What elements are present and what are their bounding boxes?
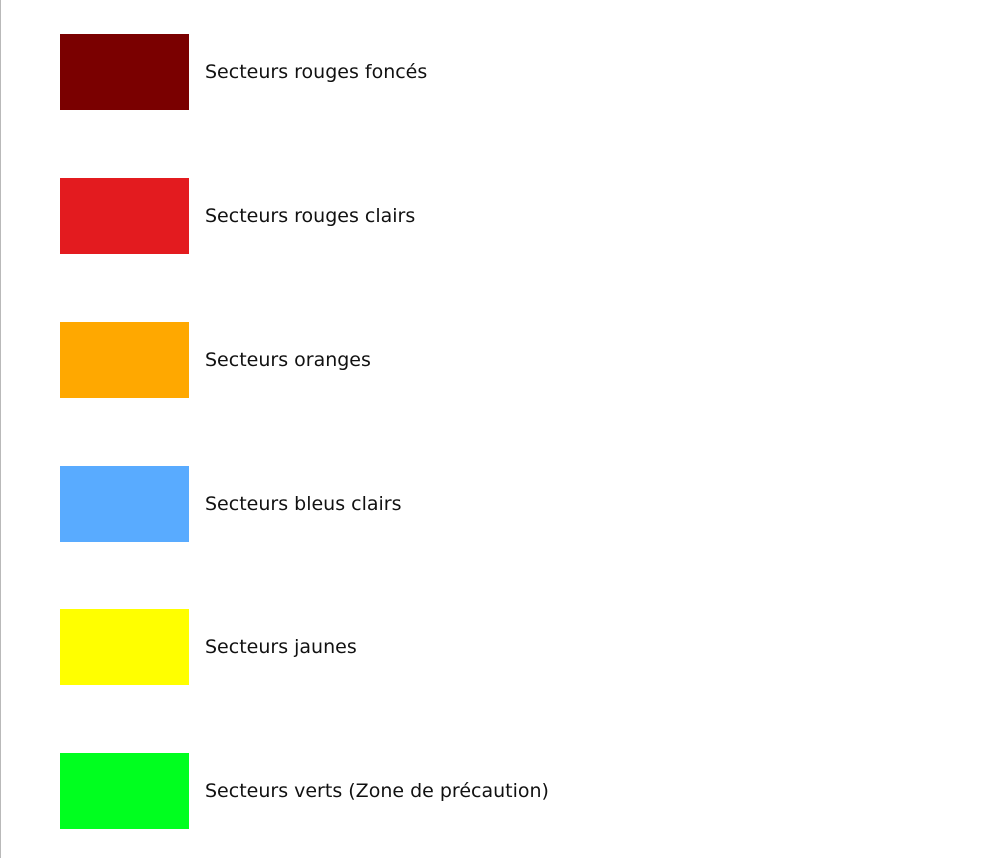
legend-label-orange: Secteurs oranges: [205, 349, 371, 371]
legend-label-light-red: Secteurs rouges clairs: [205, 205, 416, 227]
legend-item-green: Secteurs verts (Zone de précaution): [60, 753, 760, 829]
legend-label-light-blue: Secteurs bleus clairs: [205, 493, 402, 515]
legend-item-light-red: Secteurs rouges clairs: [60, 178, 760, 254]
page-left-border: [0, 0, 1, 858]
legend-label-green: Secteurs verts (Zone de précaution): [205, 780, 549, 802]
legend-item-light-blue: Secteurs bleus clairs: [60, 466, 760, 542]
legend-label-yellow: Secteurs jaunes: [205, 636, 357, 658]
legend-swatch-dark-red: [60, 34, 189, 110]
legend-swatch-light-blue: [60, 466, 189, 542]
legend-item-orange: Secteurs oranges: [60, 322, 760, 398]
legend-item-dark-red: Secteurs rouges foncés: [60, 34, 760, 110]
legend-swatch-orange: [60, 322, 189, 398]
legend-swatch-yellow: [60, 609, 189, 685]
legend-item-yellow: Secteurs jaunes: [60, 609, 760, 685]
legend-label-dark-red: Secteurs rouges foncés: [205, 61, 428, 83]
legend-swatch-light-red: [60, 178, 189, 254]
legend-swatch-green: [60, 753, 189, 829]
